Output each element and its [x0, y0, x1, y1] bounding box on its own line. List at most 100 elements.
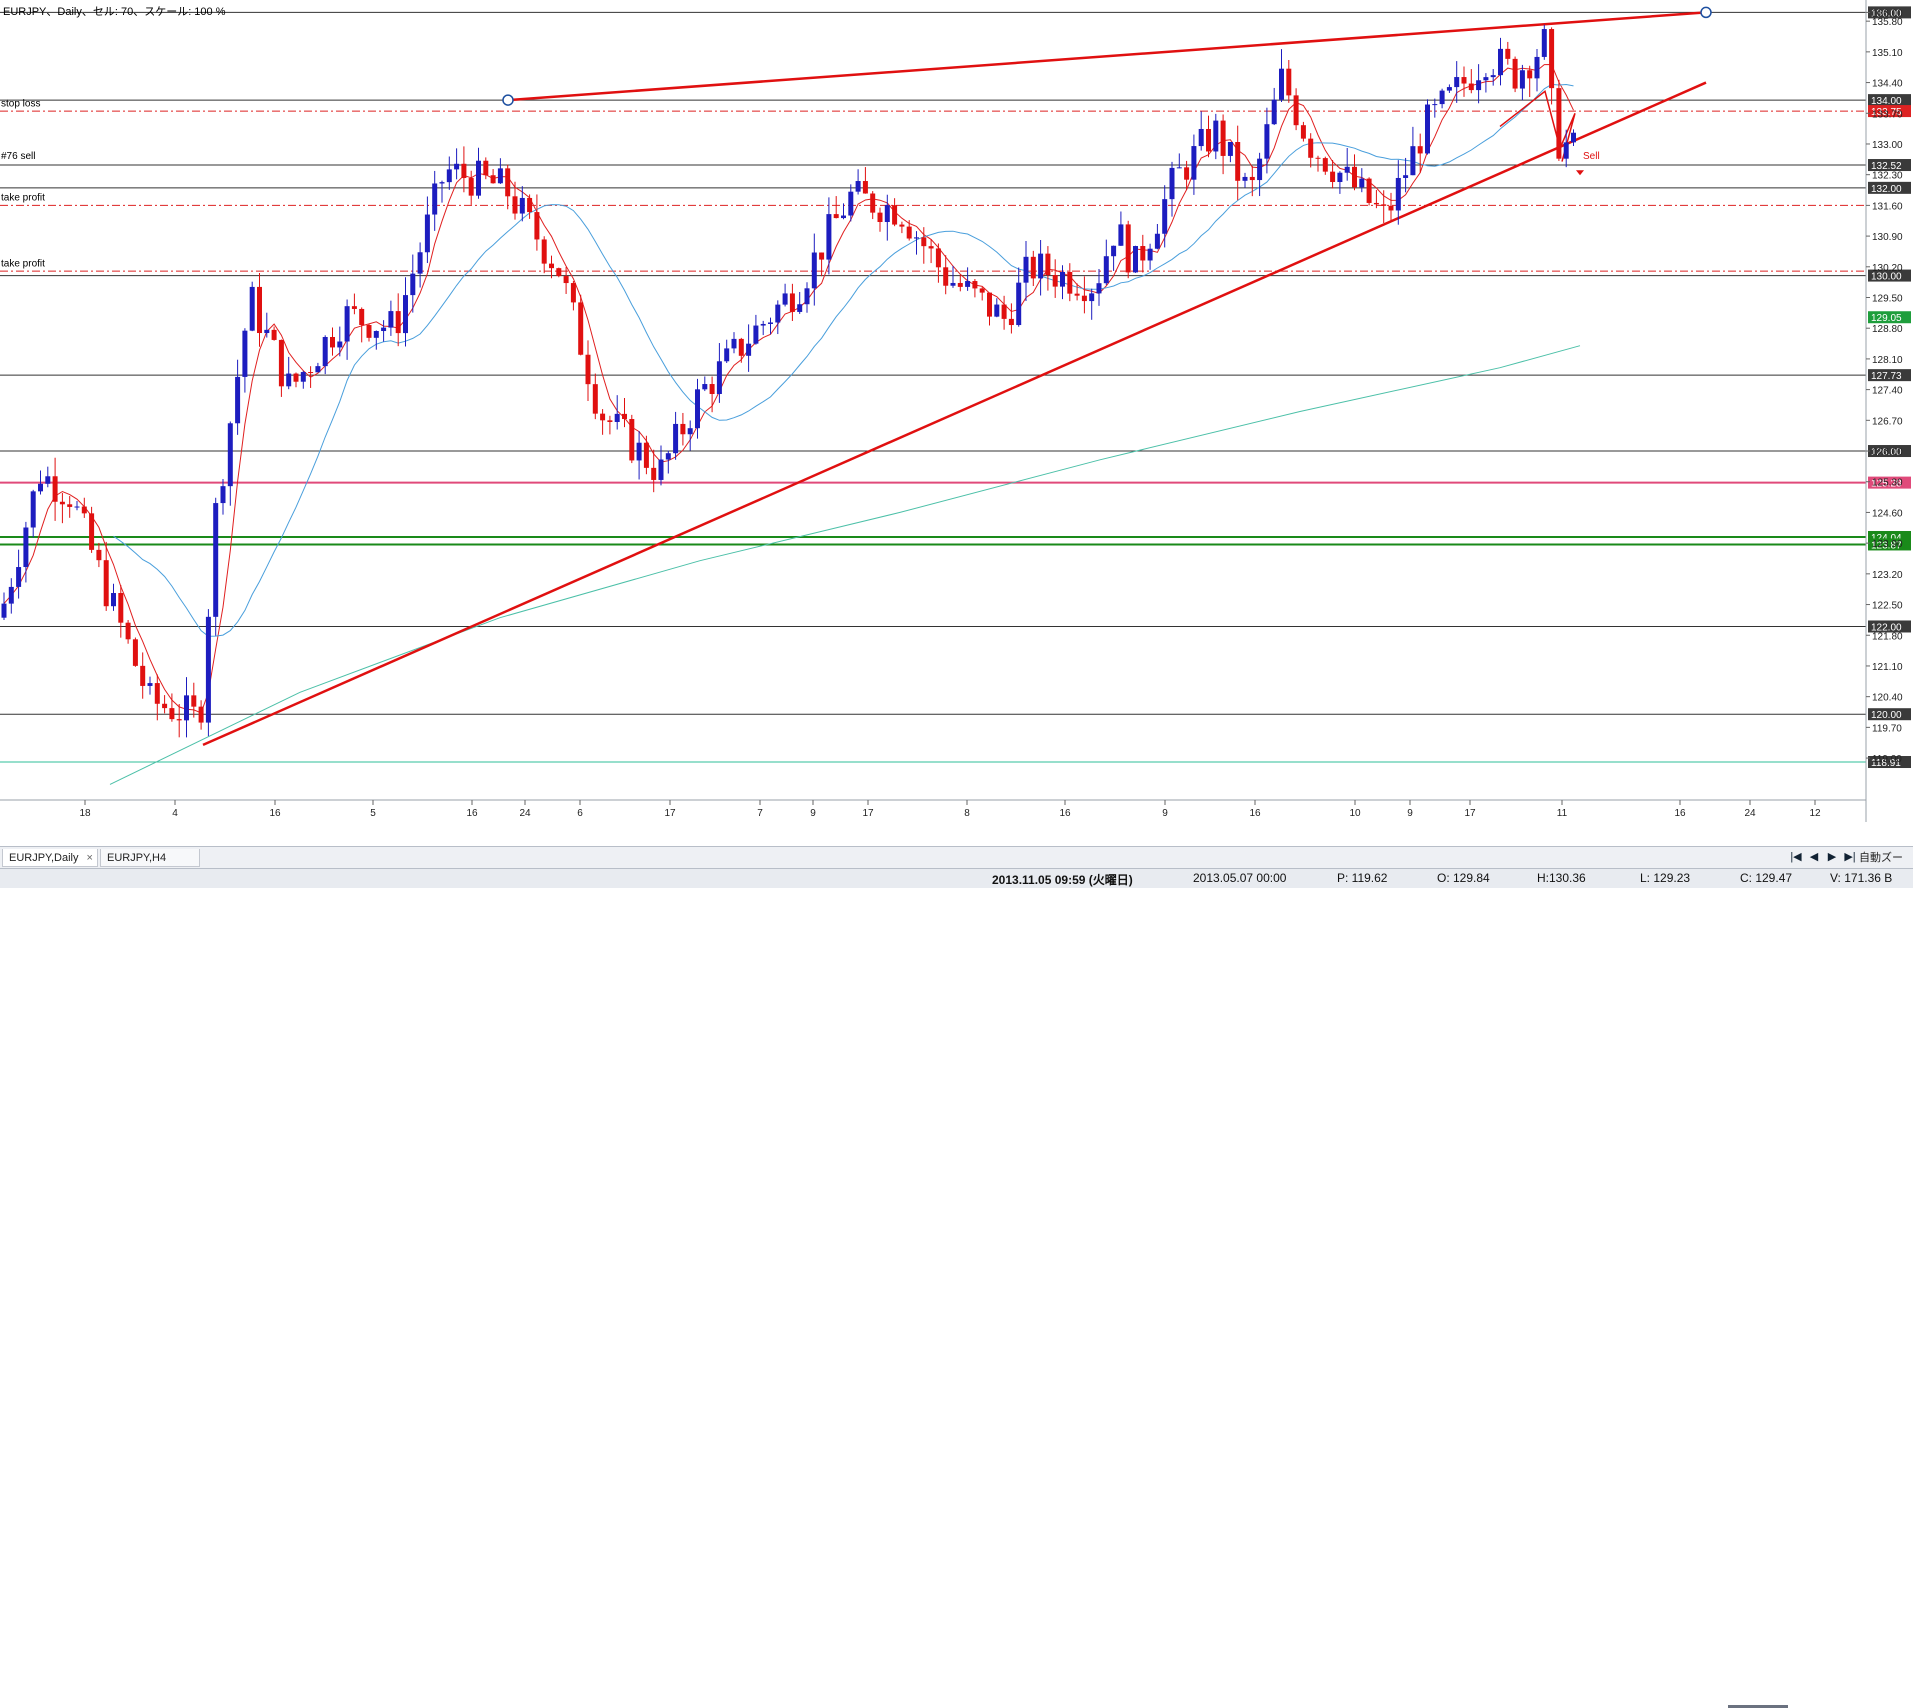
candle-body: [1052, 275, 1058, 287]
candle-body: [1490, 75, 1496, 78]
candle-body: [1417, 146, 1423, 154]
candle-body: [103, 560, 109, 607]
candle-body: [512, 196, 518, 214]
candle-body: [1571, 132, 1576, 143]
candle-body: [505, 168, 511, 197]
chart-area[interactable]: stop loss #76 sell take profit take profit S…: [0, 0, 1913, 822]
candle-body: [1527, 70, 1533, 79]
candle-body: [1176, 167, 1182, 169]
candle-body: [184, 695, 189, 721]
tab-eurjpy-daily[interactable]: EURJPY,Daily ×: [2, 849, 98, 867]
candle-body: [1191, 146, 1197, 180]
price-tick-label: 130.90: [1872, 232, 1903, 243]
lower-trendline: [202, 81, 1707, 747]
candle-body: [1198, 128, 1204, 147]
price-tick-label: 134.40: [1872, 79, 1903, 90]
date-tick-label: 4: [172, 808, 178, 819]
order-label: take profit: [1, 258, 45, 269]
candle-body: [1067, 272, 1073, 294]
price-tick-label: 133.00: [1872, 140, 1903, 151]
candle-body: [118, 593, 124, 623]
date-tick-label: 24: [1744, 808, 1756, 819]
level-price-tag: [1868, 445, 1911, 458]
status-open: O: 129.84: [1437, 871, 1490, 885]
candle-body: [125, 622, 131, 640]
tab-eurjpy-h4[interactable]: EURJPY,H4: [100, 849, 200, 867]
level-price-label: 123.87: [1871, 540, 1902, 551]
candle-body: [300, 372, 306, 382]
candle-body: [1395, 177, 1401, 211]
auto-zoom-button[interactable]: 自動ズーム: [1859, 852, 1903, 884]
candle-body: [315, 366, 321, 373]
candle-body: [1169, 167, 1175, 200]
candle-body: [643, 442, 649, 468]
candle-body: [242, 330, 248, 377]
price-tick-label: 127.40: [1872, 386, 1903, 397]
candle-body: [227, 423, 233, 487]
level-price-label: 136.00: [1871, 8, 1902, 19]
candle-body: [38, 483, 43, 492]
status-bar-date: 2013.05.07 00:00: [1193, 871, 1287, 885]
level-price-tag: [1868, 6, 1911, 19]
candle-body: [1008, 318, 1014, 326]
candle-body: [454, 163, 460, 170]
candle-body: [614, 413, 620, 422]
price-tick-label: 126.00: [1872, 447, 1903, 458]
candle-body: [111, 593, 116, 607]
candle-body: [1534, 56, 1540, 79]
status-bar: 2013.11.05 09:59 (火曜日) 2013.05.07 00:00 …: [0, 868, 1913, 888]
status-volume: V: 171.36 B: [1830, 871, 1893, 885]
candle-body: [1549, 29, 1555, 89]
candle-body: [1154, 233, 1160, 249]
candle-body: [278, 339, 284, 387]
price-tick-label: 135.80: [1872, 17, 1903, 28]
prev-icon[interactable]: ◀: [1809, 851, 1819, 863]
last-icon[interactable]: ▶|: [1844, 851, 1856, 863]
candle-body: [52, 476, 58, 502]
candle-body: [549, 263, 554, 269]
price-tick-label: 121.80: [1872, 631, 1903, 642]
candle-body: [1118, 224, 1124, 246]
candle-body: [950, 282, 956, 286]
candle-body: [1381, 204, 1387, 206]
candle-body: [687, 428, 693, 435]
level-price-label: 127.73: [1871, 371, 1902, 382]
level-price-tag: [1868, 269, 1911, 282]
sell-marker-label: Sell: [1583, 151, 1600, 162]
candle-body: [848, 191, 854, 216]
candle-body: [1103, 256, 1109, 284]
candle-body: [388, 311, 394, 328]
candle-body: [804, 288, 810, 305]
candle-body: [994, 304, 1000, 317]
order-label: stop loss: [1, 98, 40, 109]
close-icon[interactable]: ×: [86, 852, 93, 864]
level-price-tag: [1868, 756, 1911, 769]
price-tick-label: 123.90: [1872, 539, 1903, 550]
candle-body: [461, 163, 467, 179]
candle-body: [1089, 293, 1095, 302]
level-price-label: 129.05: [1871, 313, 1902, 324]
candle-body: [841, 215, 846, 219]
level-price-label: 134.00: [1871, 96, 1902, 107]
candle-body: [1468, 83, 1474, 91]
candle-body: [1162, 199, 1168, 234]
candle-body: [935, 248, 941, 268]
candle-body: [965, 281, 971, 287]
level-price-label: 120.00: [1871, 710, 1902, 721]
candle-body: [1242, 176, 1248, 181]
candle-body: [527, 197, 533, 213]
date-tick-label: 16: [269, 808, 281, 819]
price-tick-label: 126.70: [1872, 416, 1903, 427]
date-tick-label: 8: [964, 808, 970, 819]
candle-body: [1060, 272, 1065, 287]
next-icon[interactable]: ▶: [1827, 851, 1837, 863]
candle-body: [1038, 253, 1044, 279]
price-tick-label: 132.30: [1872, 171, 1903, 182]
candle-body: [1140, 246, 1146, 261]
candle-body: [1541, 29, 1547, 57]
candle-body: [1366, 178, 1372, 203]
candle-body: [162, 703, 168, 709]
price-chart[interactable]: stop loss #76 sell take profit take profit S…: [0, 0, 1913, 822]
first-icon[interactable]: |◀: [1790, 851, 1802, 863]
candle-body: [439, 182, 445, 184]
